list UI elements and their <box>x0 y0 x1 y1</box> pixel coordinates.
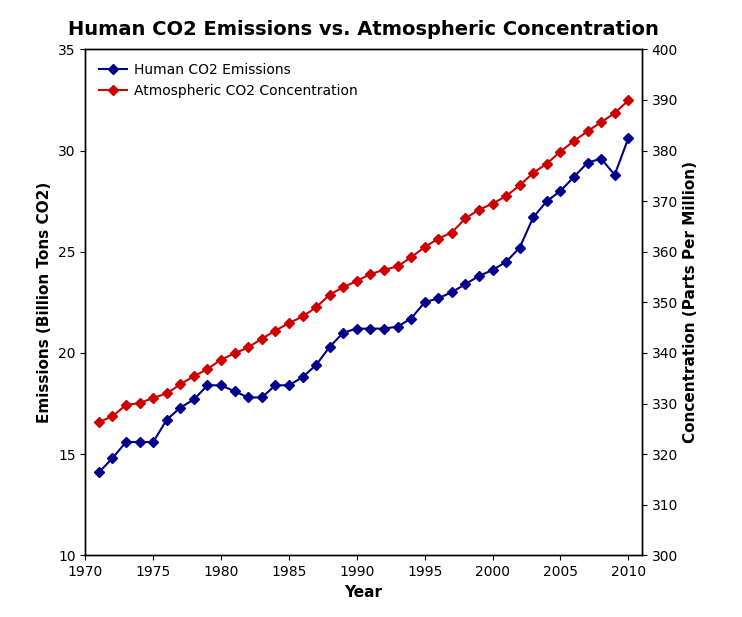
Human CO2 Emissions <box>325 343 334 350</box>
Atmospheric CO2 Concentration <box>407 254 416 261</box>
Human CO2 Emissions <box>339 329 348 336</box>
Human CO2 Emissions <box>407 315 416 322</box>
Human CO2 Emissions <box>610 171 619 178</box>
Title: Human CO2 Emissions vs. Atmospheric Concentration: Human CO2 Emissions vs. Atmospheric Conc… <box>68 20 659 39</box>
Human CO2 Emissions <box>162 416 171 423</box>
Atmospheric CO2 Concentration <box>447 229 456 236</box>
Human CO2 Emissions <box>570 173 579 181</box>
Human CO2 Emissions <box>542 197 551 205</box>
Human CO2 Emissions <box>597 155 605 162</box>
Human CO2 Emissions <box>529 213 538 221</box>
Legend: Human CO2 Emissions, Atmospheric CO2 Concentration: Human CO2 Emissions, Atmospheric CO2 Con… <box>92 56 364 105</box>
Y-axis label: Concentration (Parts Per Million): Concentration (Parts Per Million) <box>683 161 698 444</box>
Human CO2 Emissions <box>122 438 131 445</box>
Human CO2 Emissions <box>434 294 443 302</box>
Atmospheric CO2 Concentration <box>312 304 321 311</box>
Human CO2 Emissions <box>203 381 212 389</box>
Human CO2 Emissions <box>189 395 198 403</box>
Atmospheric CO2 Concentration <box>176 381 185 388</box>
Atmospheric CO2 Concentration <box>148 394 157 402</box>
Atmospheric CO2 Concentration <box>610 109 619 117</box>
Atmospheric CO2 Concentration <box>515 182 524 189</box>
Atmospheric CO2 Concentration <box>257 335 266 342</box>
Human CO2 Emissions <box>556 188 565 195</box>
Atmospheric CO2 Concentration <box>542 160 551 167</box>
Atmospheric CO2 Concentration <box>393 263 402 270</box>
Atmospheric CO2 Concentration <box>583 128 592 135</box>
Human CO2 Emissions <box>108 455 117 462</box>
Atmospheric CO2 Concentration <box>135 399 144 407</box>
Human CO2 Emissions <box>393 323 402 330</box>
Y-axis label: Emissions (Billion Tons CO2): Emissions (Billion Tons CO2) <box>37 181 53 423</box>
Human CO2 Emissions <box>474 272 483 280</box>
Atmospheric CO2 Concentration <box>162 390 171 397</box>
Human CO2 Emissions <box>284 381 293 389</box>
Atmospheric CO2 Concentration <box>244 344 253 351</box>
Human CO2 Emissions <box>515 244 524 251</box>
Human CO2 Emissions <box>624 135 633 142</box>
Human CO2 Emissions <box>271 381 280 389</box>
Human CO2 Emissions <box>461 280 470 288</box>
Atmospheric CO2 Concentration <box>352 278 361 285</box>
Atmospheric CO2 Concentration <box>474 206 483 213</box>
Atmospheric CO2 Concentration <box>379 267 388 274</box>
Atmospheric CO2 Concentration <box>461 215 470 222</box>
Human CO2 Emissions <box>312 362 321 369</box>
Atmospheric CO2 Concentration <box>434 235 443 242</box>
Human CO2 Emissions <box>583 159 592 167</box>
Human CO2 Emissions <box>148 438 157 445</box>
Line: Human CO2 Emissions: Human CO2 Emissions <box>96 135 631 476</box>
Human CO2 Emissions <box>94 469 103 476</box>
Human CO2 Emissions <box>298 373 307 381</box>
Human CO2 Emissions <box>502 258 510 265</box>
Atmospheric CO2 Concentration <box>339 283 348 291</box>
Atmospheric CO2 Concentration <box>298 313 307 320</box>
Line: Atmospheric CO2 Concentration: Atmospheric CO2 Concentration <box>96 97 631 426</box>
Human CO2 Emissions <box>135 438 144 445</box>
Atmospheric CO2 Concentration <box>366 270 375 278</box>
Atmospheric CO2 Concentration <box>420 244 429 251</box>
Human CO2 Emissions <box>230 387 239 395</box>
Atmospheric CO2 Concentration <box>203 365 212 373</box>
X-axis label: Year: Year <box>344 584 383 600</box>
Atmospheric CO2 Concentration <box>502 193 510 200</box>
Human CO2 Emissions <box>447 289 456 296</box>
Human CO2 Emissions <box>352 325 361 333</box>
Atmospheric CO2 Concentration <box>325 291 334 299</box>
Human CO2 Emissions <box>244 394 253 401</box>
Atmospheric CO2 Concentration <box>189 373 198 380</box>
Human CO2 Emissions <box>420 299 429 306</box>
Atmospheric CO2 Concentration <box>597 118 605 126</box>
Atmospheric CO2 Concentration <box>624 97 633 104</box>
Human CO2 Emissions <box>379 325 388 333</box>
Human CO2 Emissions <box>366 325 375 333</box>
Human CO2 Emissions <box>488 267 497 274</box>
Atmospheric CO2 Concentration <box>94 418 103 426</box>
Atmospheric CO2 Concentration <box>570 137 579 144</box>
Atmospheric CO2 Concentration <box>271 327 280 334</box>
Atmospheric CO2 Concentration <box>529 169 538 176</box>
Atmospheric CO2 Concentration <box>217 356 226 363</box>
Atmospheric CO2 Concentration <box>488 200 497 207</box>
Atmospheric CO2 Concentration <box>284 320 293 327</box>
Atmospheric CO2 Concentration <box>122 401 131 408</box>
Human CO2 Emissions <box>217 381 226 389</box>
Atmospheric CO2 Concentration <box>556 148 565 155</box>
Atmospheric CO2 Concentration <box>108 412 117 420</box>
Atmospheric CO2 Concentration <box>230 350 239 357</box>
Human CO2 Emissions <box>257 394 266 401</box>
Human CO2 Emissions <box>176 404 185 412</box>
